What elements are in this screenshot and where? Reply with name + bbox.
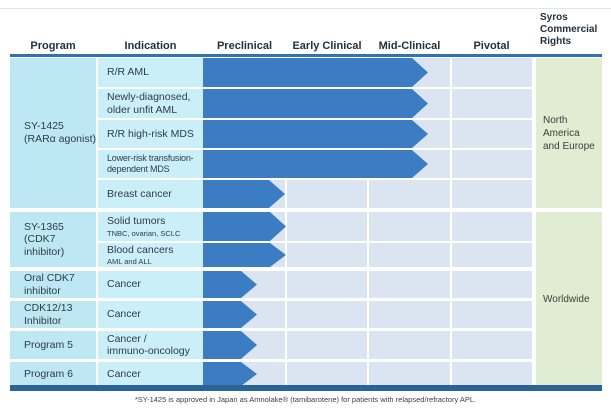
indication-cell-breast-cancer: Breast cancer: [98, 180, 203, 208]
indication-text: Breast cancer: [107, 187, 172, 200]
program-name: SY-1425: [24, 120, 64, 133]
program-cell-program-5: Program 5: [10, 331, 96, 359]
program-detail: (CDK7 inhibitor): [24, 233, 65, 258]
progress-arrow: [203, 271, 257, 298]
indication-cell-newly-diagnosed-aml: Newly-diagnosed, older unfit AML: [98, 89, 203, 118]
column-header-indication: Indication: [124, 40, 177, 52]
indication-subtext: AML and ALL: [107, 257, 152, 266]
program-name: CDK12/13: [24, 301, 73, 314]
progress-arrow: [203, 150, 428, 178]
indication-text: Cancer: [107, 367, 141, 380]
indication-text: R/R AML: [107, 66, 150, 79]
bottom-bar: [10, 385, 602, 391]
indication-text: Blood cancers: [107, 243, 174, 256]
stage-grid-row: [203, 331, 532, 359]
program-name: Program 5: [24, 338, 74, 351]
indication-cell-blood-cancers: Blood cancers AML and ALL: [98, 243, 203, 267]
commercial-rights-label: North America and Europe: [543, 114, 595, 152]
indication-text-line2: dependent MDS: [107, 164, 170, 174]
program-detail: inhibitor: [24, 284, 61, 297]
progress-arrow: [203, 212, 286, 241]
commercial-rights-cell-worldwide: Worldwide: [536, 212, 602, 386]
column-header-early-clinical: Early Clinical: [292, 40, 362, 52]
indication-subtext: TNBC, ovarian, SCLC: [107, 228, 181, 238]
progress-arrow: [203, 89, 428, 118]
stage-grid-row: [203, 58, 532, 87]
stage-grid-row: [203, 120, 532, 148]
indication-text: Newly-diagnosed,: [107, 91, 191, 104]
stage-grid-row: [203, 362, 532, 386]
commercial-rights-cell-na-europe: North America and Europe: [536, 58, 602, 208]
program-cell-oral-cdk7: Oral CDK7 inhibitor: [10, 271, 96, 298]
footnote: *SY-1425 is approved in Japan as Amnolak…: [134, 395, 477, 404]
stage-grid-row: [203, 212, 532, 241]
indication-text: Cancer /: [107, 332, 147, 345]
indication-cell-solid-tumors: Solid tumors TNBC, ovarian, SCLC: [98, 212, 203, 241]
indication-text: Lower-risk transfusion-: [107, 153, 194, 164]
column-header-program: Program: [30, 40, 76, 52]
program-name: SY-1365: [24, 220, 64, 233]
commercial-rights-label: Worldwide: [543, 293, 590, 305]
header-divider: [10, 54, 602, 57]
indication-text: Solid tumors: [107, 215, 166, 228]
program-detail: (RARα agonist): [24, 133, 97, 145]
stage-grid-row: [203, 243, 532, 267]
column-header-preclinical: Preclinical: [216, 40, 273, 52]
program-name: Program 6: [24, 367, 74, 380]
stage-grid-row: [203, 150, 532, 178]
column-header-commercial-rights: Syros Commercial Rights: [540, 12, 598, 48]
indication-cell-rr-high-risk-mds: R/R high-risk MDS: [98, 120, 203, 148]
indication-cell-cdk12-13-cancer: Cancer: [98, 301, 203, 328]
stage-grid-row: [203, 271, 532, 298]
progress-arrow: [203, 331, 257, 359]
program-cell-sy1425: SY-1425 (RARα agonist): [10, 58, 96, 208]
top-border: [0, 8, 611, 9]
indication-text-line2: immuno-oncology: [107, 345, 190, 357]
program-cell-sy1365: SY-1365 (CDK7 inhibitor): [10, 212, 96, 267]
indication-cell-lower-risk-mds: Lower-risk transfusion- dependent MDS: [98, 150, 203, 178]
indication-text: R/R high-risk MDS: [107, 127, 194, 140]
stage-grid-row: [203, 180, 532, 208]
indication-cell-rr-aml: R/R AML: [98, 58, 203, 87]
column-header-pivotal: Pivotal: [473, 40, 510, 52]
program-cell-cdk12-13: CDK12/13 Inhibitor: [10, 301, 96, 328]
column-header-mid-clinical: Mid-Clinical: [378, 40, 441, 52]
program-cell-program-6: Program 6: [10, 362, 96, 386]
progress-arrow: [203, 120, 428, 148]
stage-grid-row: [203, 89, 532, 118]
progress-arrow: [203, 301, 257, 328]
indication-cell-program6-cancer: Cancer: [98, 362, 203, 386]
progress-arrow: [203, 243, 286, 267]
stage-grid-row: [203, 301, 532, 328]
progress-arrow: [203, 180, 285, 208]
program-detail: Inhibitor: [24, 314, 62, 327]
indication-cell-program5-cancer: Cancer / immuno-oncology: [98, 331, 203, 359]
indication-cell-oral-cdk7-cancer: Cancer: [98, 271, 203, 298]
program-name: Oral CDK7: [24, 271, 75, 284]
progress-arrow: [203, 58, 428, 87]
indication-text-line2: older unfit AML: [107, 103, 178, 116]
progress-arrow: [203, 362, 257, 386]
indication-text: Cancer: [107, 308, 141, 321]
indication-text: Cancer: [107, 278, 141, 291]
